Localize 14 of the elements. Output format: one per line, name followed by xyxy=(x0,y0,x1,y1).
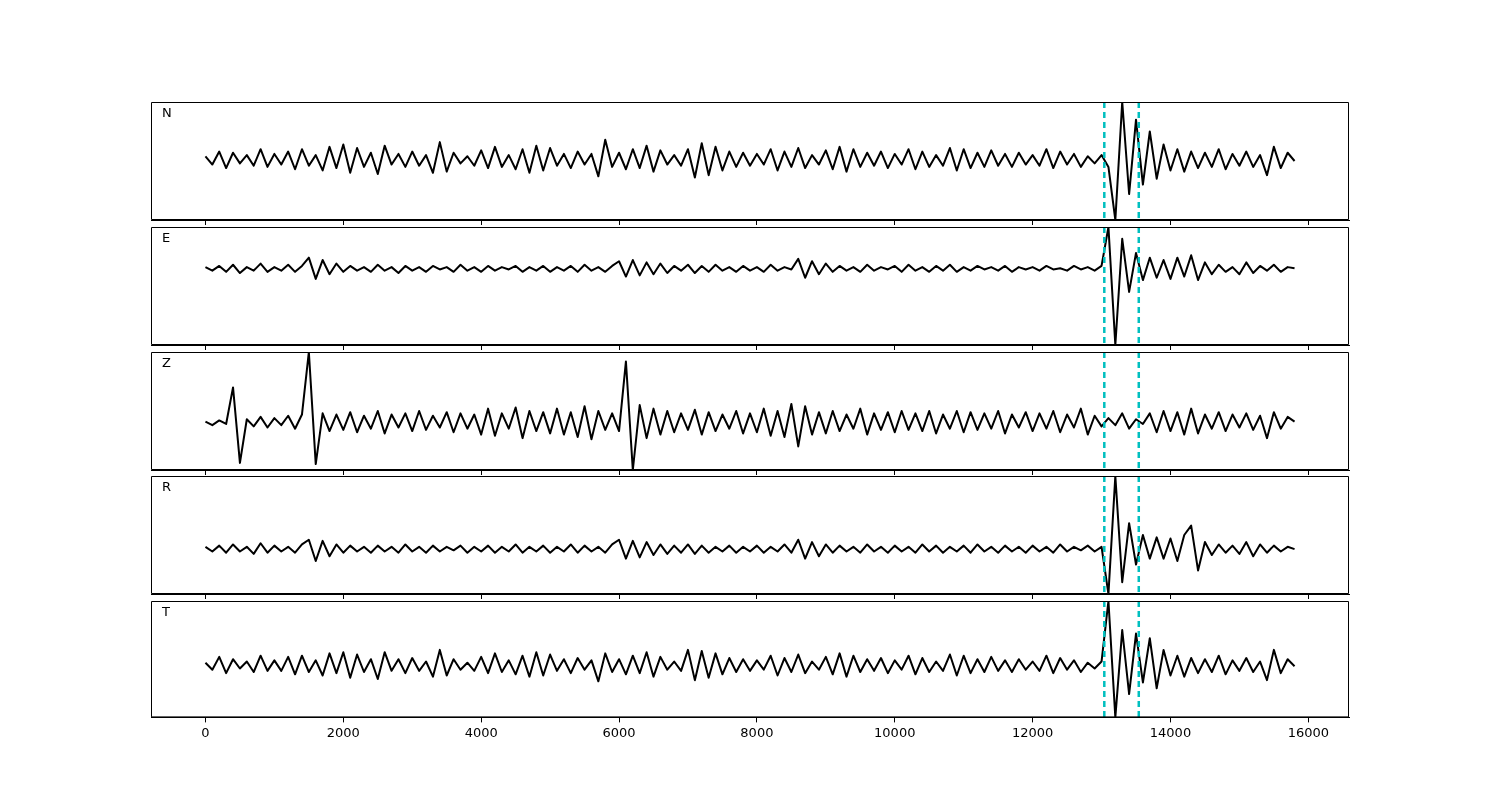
annotation: E xyxy=(162,229,171,245)
x-tick-label: 0 xyxy=(201,724,210,740)
x-tick-label: 4000 xyxy=(464,724,498,740)
x-tick-label: 2000 xyxy=(326,724,360,740)
x-tick-label: 16000 xyxy=(1287,724,1330,740)
x-tick-label: 8000 xyxy=(740,724,774,740)
annotation: N xyxy=(162,104,172,120)
annotation: T xyxy=(161,603,170,619)
annotation: R xyxy=(162,478,172,494)
x-tick-label: 6000 xyxy=(602,724,636,740)
x-tick-label: 14000 xyxy=(1149,724,1192,740)
x-tick-label: 12000 xyxy=(1011,724,1054,740)
annotation: Z xyxy=(162,354,171,370)
x-tick-label: 10000 xyxy=(874,724,916,740)
